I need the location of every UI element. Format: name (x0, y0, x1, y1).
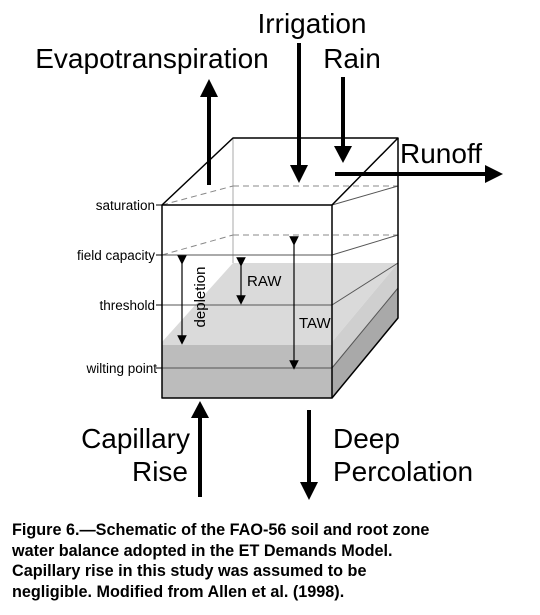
irrigation-label: Irrigation (258, 8, 367, 39)
level-lines (162, 185, 399, 369)
rain-label: Rain (323, 43, 381, 74)
measurement-arrows (177, 236, 299, 370)
flux-arrows (191, 43, 503, 500)
root-zone-dark-side (332, 288, 398, 398)
soil-water-balance-diagram: saturation field capacity threshold wilt… (35, 8, 503, 500)
depletion-label: depletion (192, 267, 209, 328)
caption-line-2: water balance adopted in the ET Demands … (12, 541, 393, 560)
level-label-ticks (156, 204, 162, 369)
dashed-level-lines (161, 185, 398, 256)
capillary-label: Capillary (81, 423, 190, 454)
caption-line-4: negligible. Modified from Allen et al. (… (12, 582, 345, 601)
root-zone-dark-front (162, 345, 332, 398)
figure-caption: Figure 6.—Schematic of the FAO-56 soil a… (12, 520, 528, 602)
caption-line-3: Capillary rise in this study was assumed… (12, 562, 367, 580)
threshold-label: threshold (99, 298, 155, 313)
rise-label: Rise (132, 456, 188, 487)
saturation-label: saturation (96, 198, 155, 213)
field-capacity-label: field capacity (77, 248, 155, 263)
taw-label: TAW (299, 315, 331, 332)
root-zone-light-top (162, 263, 398, 342)
wilting-point-label: wilting point (85, 361, 157, 376)
raw-label: RAW (247, 273, 282, 290)
root-zone-light-front (162, 342, 332, 345)
deep-label: Deep (333, 423, 400, 454)
soil-box-outline (161, 137, 399, 399)
percolation-label: Percolation (333, 456, 473, 487)
evapotranspiration-label: Evapotranspiration (35, 43, 268, 74)
caption-line-1: Figure 6.—Schematic of the FAO-56 soil a… (12, 521, 430, 539)
root-zone-light-side (332, 263, 398, 367)
runoff-label: Runoff (400, 138, 482, 169)
